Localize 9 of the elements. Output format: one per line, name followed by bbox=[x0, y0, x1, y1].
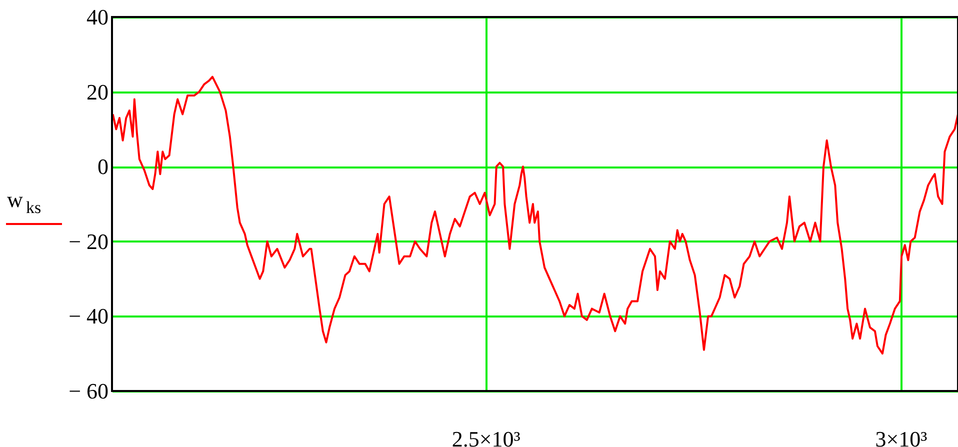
x-tick-label: 2.5×10³ bbox=[452, 426, 521, 447]
line-series bbox=[112, 76, 958, 355]
y-tick-label: 40 bbox=[86, 4, 108, 30]
y-tick-label: − 20 bbox=[68, 228, 108, 254]
y-tick-label: 0 bbox=[98, 154, 108, 180]
y-tick-label: − 40 bbox=[68, 304, 108, 329]
y-tick-label: 20 bbox=[86, 79, 108, 104]
y-tick-label: − 60 bbox=[68, 378, 108, 404]
x-tick-label: 3×10³ bbox=[875, 426, 928, 447]
